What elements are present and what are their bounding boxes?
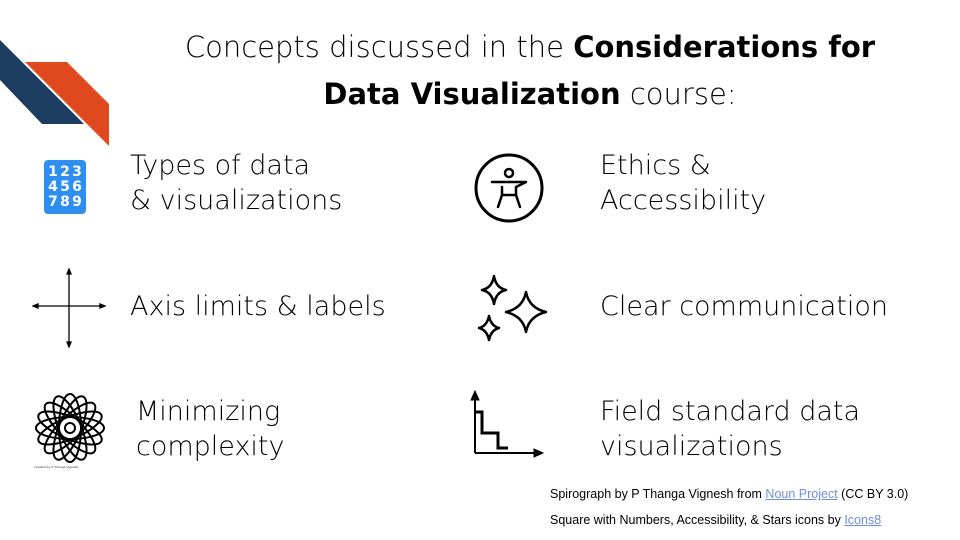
credit-spirograph: Spirograph by P Thanga Vignesh from Noun… bbox=[550, 487, 908, 501]
corner-decoration bbox=[0, 40, 109, 146]
digit: 7 bbox=[48, 194, 58, 210]
item-clear-communication: Clear communication bbox=[600, 289, 888, 324]
svg-text:Created by P Thanga Vignesh: Created by P Thanga Vignesh bbox=[34, 465, 78, 469]
item-line: Clear communication bbox=[600, 291, 888, 322]
spiro-loop bbox=[37, 410, 103, 446]
digit: 3 bbox=[72, 164, 82, 180]
noun-project-link[interactable]: Noun Project bbox=[765, 487, 838, 501]
item-line: Accessibility bbox=[600, 185, 767, 216]
stars-icon bbox=[477, 274, 548, 342]
item-line: & visualizations bbox=[130, 185, 343, 216]
item-line: Minimizing bbox=[136, 396, 281, 427]
item-line: visualizations bbox=[600, 431, 783, 462]
item-line: Ethics & bbox=[600, 150, 711, 181]
digit: 1 bbox=[48, 164, 58, 180]
item-minimizing-complexity: Minimizing complexity bbox=[136, 394, 285, 464]
item-ethics: Ethics & Accessibility bbox=[600, 148, 766, 218]
credit-icons8: Square with Numbers, Accessibility, & St… bbox=[550, 513, 881, 527]
credit-text: Square with Numbers, Accessibility, & St… bbox=[550, 513, 845, 527]
item-line: Types of data bbox=[130, 150, 311, 181]
credit-text: Spirograph by P Thanga Vignesh from bbox=[550, 487, 766, 501]
item-line: Axis limits & labels bbox=[130, 291, 386, 322]
item-line: Field standard data bbox=[600, 396, 861, 427]
item-types-of-data: Types of data & visualizations bbox=[130, 148, 342, 218]
title-text-2: course: bbox=[620, 77, 737, 111]
accessibility-icon bbox=[474, 153, 544, 223]
title-bold-1: Considerations for bbox=[573, 30, 876, 64]
item-axis-limits: Axis limits & labels bbox=[130, 289, 386, 324]
digit: 4 bbox=[48, 179, 58, 195]
icons8-link[interactable]: Icons8 bbox=[844, 513, 882, 527]
title-text: Concepts discussed in the bbox=[184, 30, 574, 64]
orange-stripe bbox=[25, 62, 109, 146]
spirograph-icon: Created by P Thanga Vignesh bbox=[34, 393, 105, 469]
digit: 2 bbox=[60, 164, 70, 180]
digit: 9 bbox=[72, 194, 82, 210]
navy-stripe bbox=[0, 40, 84, 124]
digit: 8 bbox=[60, 194, 70, 210]
axis-cross-icon bbox=[32, 268, 106, 348]
step-chart-icon bbox=[470, 390, 545, 458]
title-bold-2: Data Visualization bbox=[323, 77, 621, 111]
slide-title: Concepts discussed in the Considerations… bbox=[110, 24, 950, 118]
spiro-center bbox=[64, 422, 76, 434]
credit-text: (CC BY 3.0) bbox=[837, 487, 909, 501]
item-line: complexity bbox=[136, 431, 285, 462]
digit: 5 bbox=[60, 179, 70, 195]
digit: 6 bbox=[72, 179, 82, 195]
item-field-standard: Field standard data visualizations bbox=[600, 394, 860, 464]
